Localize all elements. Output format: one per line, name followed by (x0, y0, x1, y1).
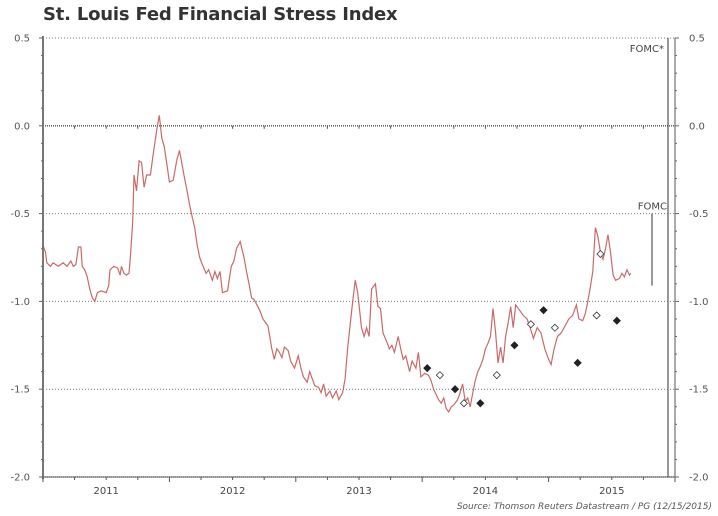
annotations: FOMC FOMC* (630, 38, 669, 477)
marker-filled-diamond (476, 399, 485, 408)
marker-filled-diamond (573, 358, 582, 367)
markers (423, 249, 621, 408)
marker-filled-diamond (510, 341, 519, 350)
x-tick-label: 2013 (346, 486, 371, 497)
y-tick-label-right: -2.0 (689, 473, 709, 484)
y-tick-label-right: -1.5 (689, 385, 709, 396)
x-axis: 2011 2012 2013 2014 2015 (42, 125, 676, 497)
series-line (42, 115, 632, 414)
marker-open-diamond (550, 323, 559, 332)
marker-open-diamond (526, 320, 535, 329)
x-tick-label: 2011 (93, 486, 118, 497)
fomc-star-label: FOMC* (630, 44, 664, 55)
marker-open-diamond (592, 311, 601, 320)
marker-open-diamond (435, 371, 444, 380)
y-tick-label-left: -0.5 (10, 209, 30, 220)
axes (42, 36, 676, 479)
y-axis-right: 0.5 0.0 -0.5 -1.0 -1.5 -2.0 (675, 34, 709, 484)
gridlines (43, 37, 675, 478)
x-tick-label: 2012 (220, 486, 245, 497)
marker-filled-diamond (423, 364, 432, 373)
marker-open-diamond (492, 371, 501, 380)
y-axis-left: 0.5 0.0 -0.5 -1.0 -1.5 -2.0 (10, 34, 43, 484)
y-tick-label-left: -1.5 (10, 385, 30, 396)
y-tick-label-right: 0.0 (689, 121, 705, 132)
y-tick-label-left: -1.0 (10, 297, 30, 308)
x-tick-label: 2014 (473, 486, 498, 497)
marker-open-diamond (459, 399, 468, 408)
fomc-label: FOMC (638, 202, 667, 213)
marker-open-diamond (596, 249, 605, 259)
marker-filled-diamond (539, 306, 548, 315)
chart-title: St. Louis Fed Financial Stress Index (43, 4, 398, 25)
y-tick-label-left: 0.5 (14, 34, 30, 45)
y-tick-label-left: -2.0 (10, 473, 30, 484)
y-tick-label-left: 0.0 (14, 121, 30, 132)
y-tick-label-right: -1.0 (689, 297, 709, 308)
x-tick-label: 2015 (599, 486, 624, 497)
source-note: Source: Thomson Reuters Datastream / PG … (456, 502, 712, 512)
marker-filled-diamond (612, 316, 621, 325)
y-tick-label-right: -0.5 (689, 209, 709, 220)
y-tick-label-right: 0.5 (689, 34, 705, 45)
marker-filled-diamond (450, 385, 460, 394)
